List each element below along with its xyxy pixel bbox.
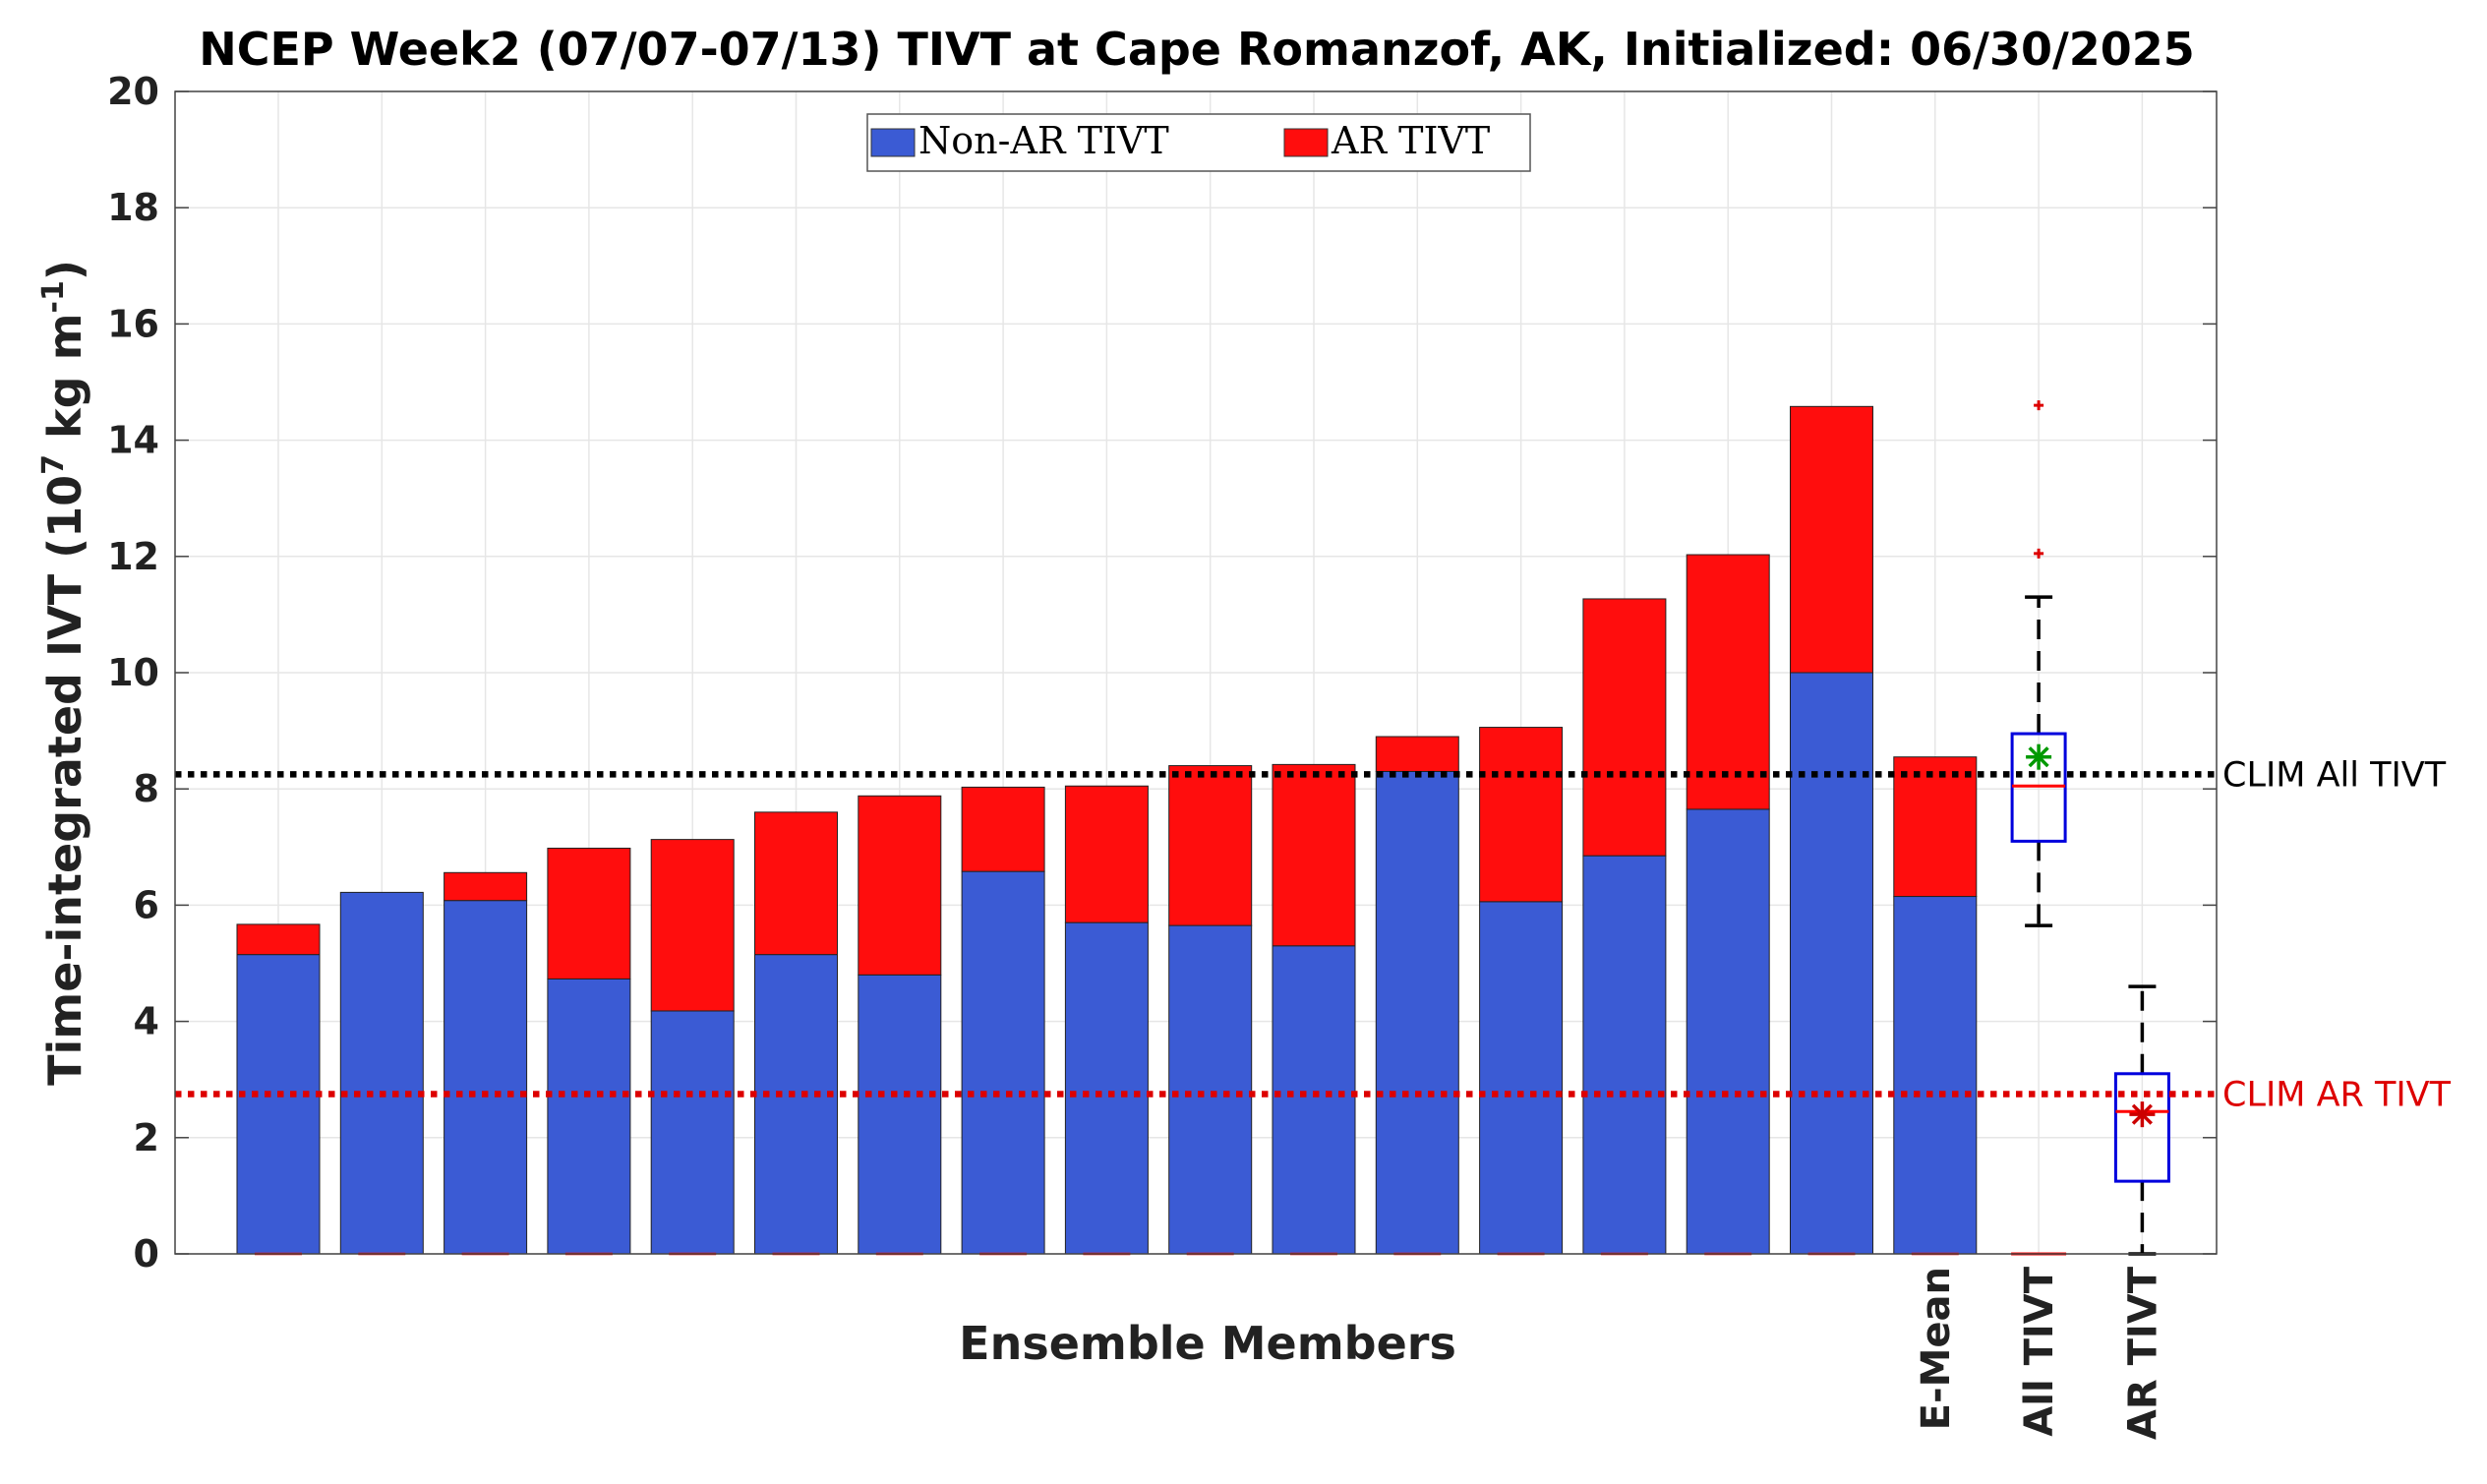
bar-non-ar-2 <box>444 900 528 1255</box>
category-label-16: E-Mean <box>1914 1267 1959 1430</box>
bar-non-ar-10 <box>1272 945 1356 1255</box>
bar-non-ar-3 <box>547 978 631 1255</box>
boxplot-0 <box>2010 400 2067 1256</box>
bar-ar-9 <box>1168 765 1253 926</box>
y-tick-label-1: 2 <box>134 1116 159 1159</box>
bar-ar-5 <box>754 811 838 956</box>
bar-non-ar-1 <box>339 891 424 1255</box>
bar-ar-6 <box>858 795 942 976</box>
reference-label-1: CLIM AR TIVT <box>2222 1075 2452 1114</box>
legend-label-non-ar: Non-AR TIVT <box>918 119 1169 162</box>
y-axis-label-main: Time-integrated IVT (10 <box>38 475 91 1086</box>
bar-non-ar-8 <box>1064 921 1149 1255</box>
bar-non-ar-9 <box>1168 924 1253 1255</box>
y-axis-ticks: 0 2 4 6 8 10 12 14 16 18 20 <box>107 70 2217 1276</box>
y-tick-label-6: 12 <box>107 535 159 578</box>
y-axis-label-exponent: 7 <box>36 454 71 475</box>
boxplot-1 <box>2113 984 2170 1256</box>
y-tick-label-9: 18 <box>107 186 159 229</box>
bar-non-ar-11 <box>1375 770 1459 1255</box>
y-tick-label-8: 16 <box>107 302 159 345</box>
bar-non-ar-0 <box>236 954 321 1255</box>
y-tick-label-5: 10 <box>107 651 159 694</box>
bar-ar-2 <box>444 871 528 902</box>
y-tick-label-7: 14 <box>107 419 159 462</box>
outlier-0 <box>2034 548 2044 559</box>
box-mean-marker <box>2026 743 2052 770</box>
box-iqr <box>2113 1072 2170 1183</box>
bar-non-ar-15 <box>1790 672 1873 1255</box>
reference-lines: CLIM All TIVT CLIM AR TIVT <box>175 755 2452 1114</box>
x-axis-label: Ensemble Members <box>959 1317 1456 1370</box>
bar-non-ar-4 <box>650 1010 735 1255</box>
bar-non-ar-12 <box>1479 901 1564 1255</box>
bar-ar-15 <box>1790 405 1873 674</box>
legend-label-ar: AR TIVT <box>1331 119 1490 162</box>
bar-non-ar-5 <box>754 954 838 1255</box>
x-axis-categories: E-Mean All TIVT AR TIVT <box>1914 1266 2166 1440</box>
y-axis-label-close: ) <box>38 260 91 280</box>
legend-box <box>866 113 1531 172</box>
boxplot-label-0: All TIVT <box>2017 1266 2062 1436</box>
bar-ar-7 <box>961 786 1045 872</box>
bar-non-ar-16 <box>1893 896 1978 1255</box>
boxplot-label-1: AR TIVT <box>2120 1266 2165 1440</box>
bar-non-ar-6 <box>858 974 942 1255</box>
y-tick-label-2: 4 <box>134 1000 159 1043</box>
bar-non-ar-14 <box>1686 808 1770 1255</box>
legend-swatch-non-ar <box>870 128 916 157</box>
bar-non-ar-7 <box>961 870 1045 1255</box>
bar-ar-10 <box>1272 763 1356 947</box>
bar-ar-13 <box>1582 598 1667 857</box>
mean-stroke-d2 <box>2131 1103 2153 1125</box>
y-tick-label-3: 6 <box>134 883 159 926</box>
chart-title: NCEP Week2 (07/07-07/13) TIVT at Cape Ro… <box>199 23 2195 76</box>
mean-stroke-d2 <box>2028 746 2049 768</box>
bar-ar-8 <box>1064 785 1149 923</box>
y-tick-label-10: 20 <box>107 70 159 113</box>
y-tick-label-0: 0 <box>134 1232 159 1276</box>
outlier-1 <box>2034 400 2044 411</box>
bar-ar-4 <box>650 839 735 1012</box>
bar-non-ar-13 <box>1582 855 1667 1255</box>
bar-ar-0 <box>236 923 321 956</box>
y-axis-label: Time-integrated IVT (107 kg m-1) <box>36 260 91 1086</box>
y-axis-label-units-exponent: -1 <box>36 280 71 313</box>
bar-ar-14 <box>1686 554 1770 810</box>
bar-ar-16 <box>1893 756 1978 898</box>
reference-label-0: CLIM All TIVT <box>2222 755 2447 795</box>
boxplots <box>2010 400 2170 1256</box>
y-tick-label-4: 8 <box>134 767 159 810</box>
bar-ar-3 <box>547 847 631 979</box>
bar-ar-12 <box>1479 727 1564 903</box>
legend: Non-AR TIVT AR TIVT <box>866 113 1531 172</box>
box-mean-marker <box>2129 1101 2156 1128</box>
bar-ar-11 <box>1375 736 1459 772</box>
y-axis-label-units: kg m <box>38 314 91 454</box>
legend-swatch-ar <box>1283 128 1329 157</box>
